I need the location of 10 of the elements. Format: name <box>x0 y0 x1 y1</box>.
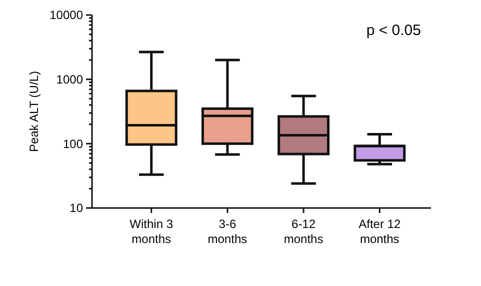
x-tick-label: 3-6 months <box>208 217 248 246</box>
x-tick-label: After 12 months <box>358 217 401 246</box>
x-tick-label: 6-12 months <box>284 217 324 246</box>
annotation: p < 0.05 <box>366 22 421 39</box>
y-tick-label: 1000 <box>56 72 84 87</box>
y-tick-label: 10000 <box>50 8 84 22</box>
y-tick-label: 10 <box>70 201 84 216</box>
y-tick-label: 100 <box>62 136 84 151</box>
x-tick-label: Within 3 months <box>130 217 174 246</box>
y-axis-title: Peak ALT (U/L) <box>27 71 41 152</box>
